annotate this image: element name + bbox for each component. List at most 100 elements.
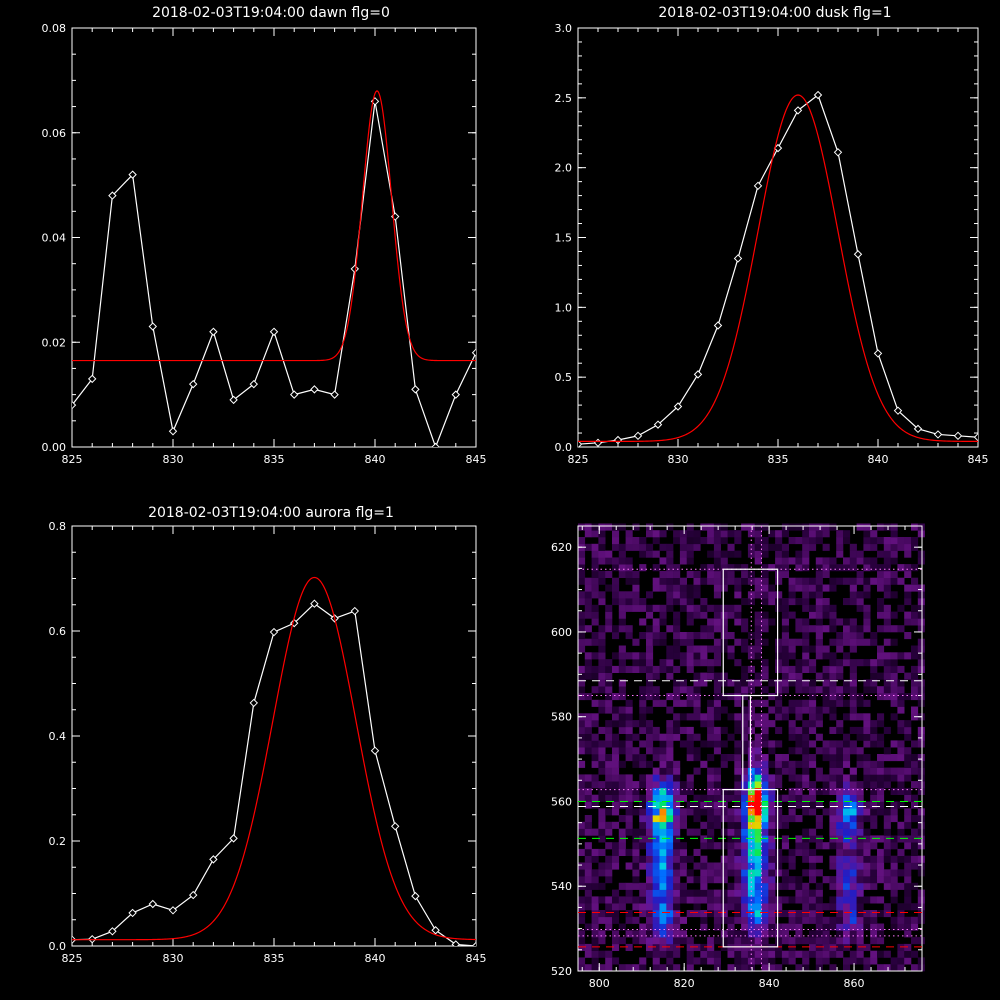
heatmap-cell xyxy=(584,815,592,823)
heatmap-cell xyxy=(754,699,762,707)
heatmap-cell xyxy=(809,754,817,762)
heatmap-cell xyxy=(856,855,864,863)
heatmap-cell xyxy=(747,706,755,714)
heatmap-cell xyxy=(863,916,871,924)
heatmap-cell xyxy=(883,964,891,972)
heatmap-cell xyxy=(768,787,776,795)
heatmap-cell xyxy=(843,659,851,667)
heatmap-cell xyxy=(618,693,626,701)
heatmap-cell xyxy=(877,767,885,775)
heatmap-cell xyxy=(822,781,830,789)
heatmap-cell xyxy=(578,781,586,789)
heatmap-cell xyxy=(883,618,891,626)
heatmap-cell xyxy=(720,618,728,626)
heatmap-cell xyxy=(713,842,721,850)
heatmap-cell xyxy=(734,584,742,592)
heatmap-cell xyxy=(673,781,681,789)
heatmap-cell xyxy=(700,604,708,612)
heatmap-cell xyxy=(849,693,857,701)
heatmap-cell xyxy=(693,584,701,592)
heatmap-cell xyxy=(673,903,681,911)
heatmap-cell xyxy=(843,835,851,843)
heatmap-cell xyxy=(747,740,755,748)
heatmap-cell xyxy=(890,543,898,551)
heatmap-cell xyxy=(802,774,810,782)
heatmap-cell xyxy=(700,625,708,633)
heatmap-cell xyxy=(897,679,905,687)
heatmap-cell xyxy=(897,720,905,728)
heatmap-cell xyxy=(904,537,912,545)
heatmap-cell xyxy=(849,835,857,843)
heatmap-cell xyxy=(666,957,674,965)
heatmap-cell xyxy=(802,835,810,843)
heatmap-cell xyxy=(788,584,796,592)
heatmap-cell xyxy=(822,530,830,538)
heatmap-cell xyxy=(754,808,762,816)
heatmap-cell xyxy=(646,889,654,897)
heatmap-cell xyxy=(897,882,905,890)
heatmap-cell xyxy=(802,632,810,640)
heatmap-cell xyxy=(679,889,687,897)
heatmap-cell xyxy=(646,530,654,538)
heatmap-cell xyxy=(591,584,599,592)
heatmap-cell xyxy=(584,801,592,809)
heatmap-cell xyxy=(904,767,912,775)
heatmap-cell xyxy=(822,754,830,762)
heatmap-cell xyxy=(761,699,769,707)
heatmap-cell xyxy=(890,679,898,687)
heatmap-cell xyxy=(707,910,715,918)
heatmap-cell xyxy=(618,645,626,653)
heatmap-cell xyxy=(578,848,586,856)
heatmap-cell xyxy=(625,604,633,612)
heatmap-cell xyxy=(584,672,592,680)
heatmap-cell xyxy=(659,876,667,884)
heatmap-cell xyxy=(870,720,878,728)
heatmap-cell xyxy=(754,794,762,802)
heatmap-cell xyxy=(890,686,898,694)
heatmap-cell xyxy=(584,862,592,870)
heatmap-cell xyxy=(911,848,919,856)
heatmap-cell xyxy=(707,706,715,714)
heatmap-cell xyxy=(693,659,701,667)
heatmap-cell xyxy=(707,950,715,958)
heatmap-cell xyxy=(863,828,871,836)
heatmap-cell xyxy=(598,638,606,646)
heatmap-cell xyxy=(883,679,891,687)
heatmap-cell xyxy=(802,964,810,972)
heatmap-cell xyxy=(788,774,796,782)
heatmap-cell xyxy=(815,747,823,755)
heatmap-cell xyxy=(632,584,640,592)
heatmap-cell xyxy=(598,577,606,585)
heatmap-cell xyxy=(802,801,810,809)
heatmap-cell xyxy=(578,523,586,531)
heatmap-cell xyxy=(754,923,762,931)
data-point xyxy=(431,926,440,935)
heatmap-cell xyxy=(700,835,708,843)
heatmap-cell xyxy=(836,869,844,877)
heatmap-cell xyxy=(781,523,789,531)
heatmap-cell xyxy=(584,733,592,741)
heatmap-cell xyxy=(747,848,755,856)
heatmap-cell xyxy=(727,842,735,850)
heatmap-cell xyxy=(612,754,620,762)
heatmap-cell xyxy=(625,848,633,856)
heatmap-cell xyxy=(815,632,823,640)
x-tick-label: 840 xyxy=(365,453,386,466)
heatmap-cell xyxy=(775,882,783,890)
heatmap-cell xyxy=(578,618,586,626)
heatmap-cell xyxy=(890,523,898,531)
heatmap-cell xyxy=(747,570,755,578)
heatmap-cell xyxy=(911,706,919,714)
heatmap-cell xyxy=(652,564,660,572)
heatmap-cell xyxy=(747,889,755,897)
heatmap-cell xyxy=(605,740,613,748)
heatmap-cell xyxy=(612,740,620,748)
x-tick-label: 825 xyxy=(568,453,589,466)
heatmap-cell xyxy=(584,950,592,958)
heatmap-cell xyxy=(693,632,701,640)
heatmap-cell xyxy=(646,625,654,633)
heatmap-cell xyxy=(652,869,660,877)
heatmap-cell xyxy=(781,659,789,667)
heatmap-cell xyxy=(673,591,681,599)
heatmap-cell xyxy=(897,693,905,701)
